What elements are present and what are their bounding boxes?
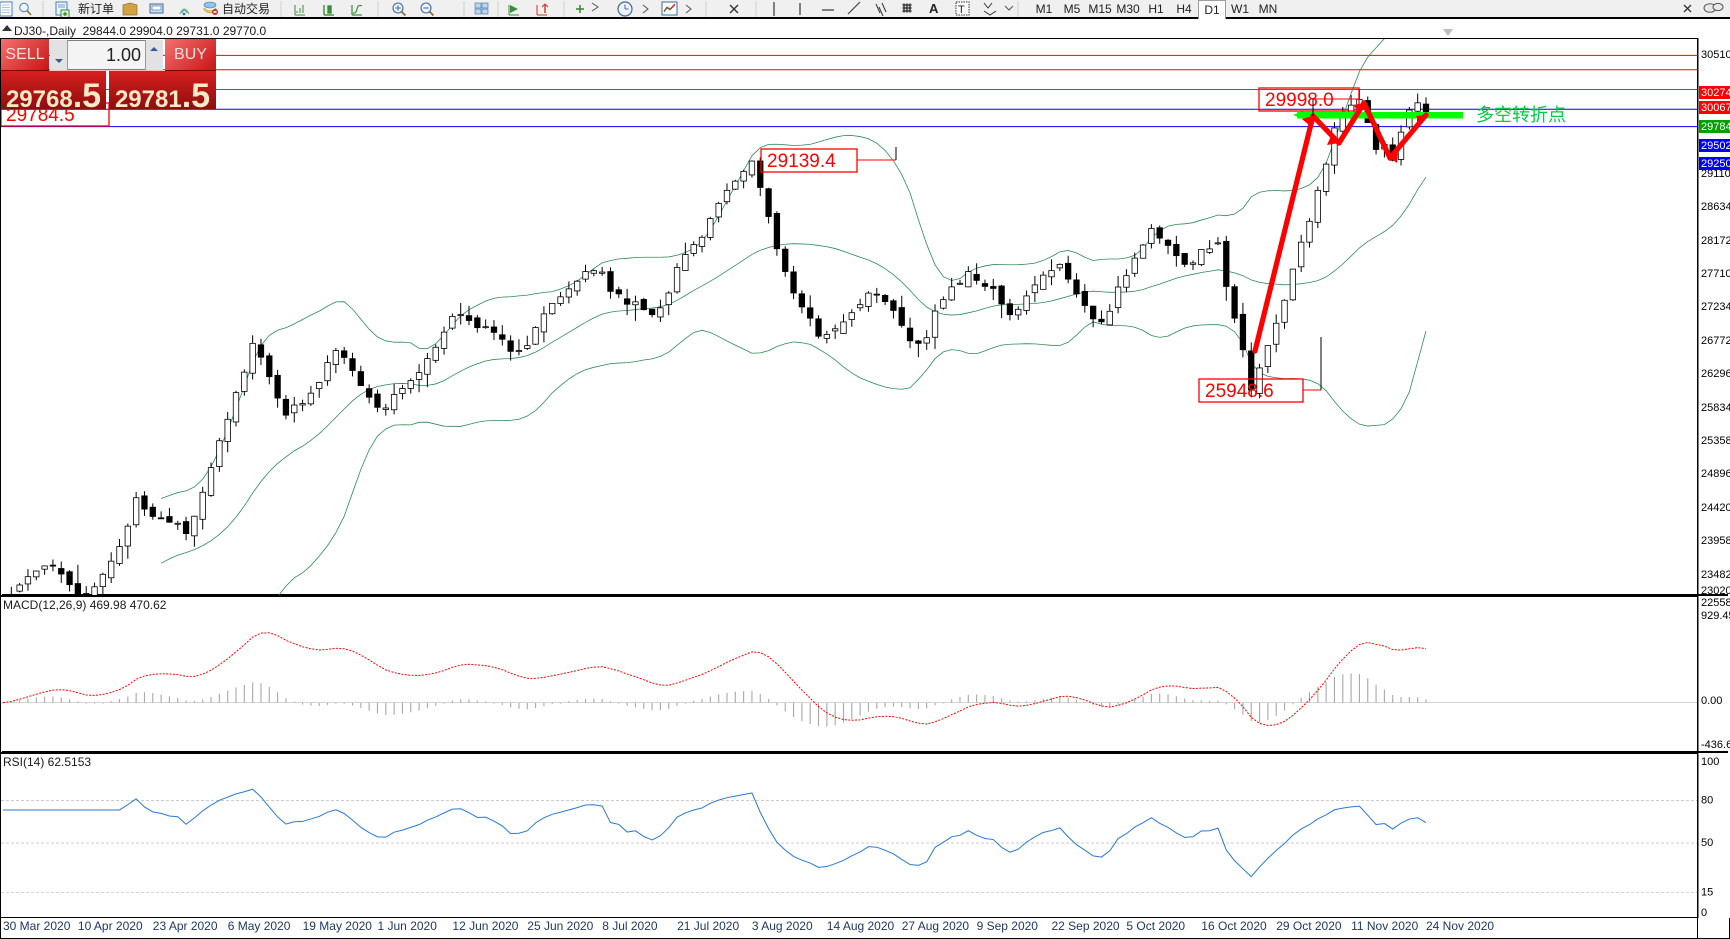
svg-text:15: 15	[1701, 887, 1713, 899]
svg-text:27 Aug 2020: 27 Aug 2020	[902, 919, 970, 933]
svg-text:9 Sep 2020: 9 Sep 2020	[977, 919, 1039, 933]
svg-text:10 Apr 2020: 10 Apr 2020	[78, 919, 143, 933]
svg-text:29139.4: 29139.4	[767, 151, 836, 172]
svg-text:29 Oct 2020: 29 Oct 2020	[1276, 919, 1342, 933]
svg-text:25 Jun 2020: 25 Jun 2020	[527, 919, 593, 933]
svg-text:自动交易: 自动交易	[222, 1, 270, 16]
svg-text:30274.9: 30274.9	[1701, 87, 1730, 99]
svg-text:A: A	[929, 1, 939, 16]
svg-text:6 May 2020: 6 May 2020	[228, 919, 291, 933]
svg-text:26772.0: 26772.0	[1701, 335, 1730, 347]
svg-text:-436.65: -436.65	[1701, 739, 1730, 751]
svg-text:24420.0: 24420.0	[1701, 502, 1730, 514]
svg-text:27234.0: 27234.0	[1701, 301, 1730, 313]
svg-text:23020.0: 23020.0	[1701, 585, 1730, 597]
svg-text:23958.0: 23958.0	[1701, 535, 1730, 547]
svg-text:80: 80	[1701, 794, 1713, 806]
svg-text:30 Mar 2020: 30 Mar 2020	[3, 919, 71, 933]
svg-text:26296.0: 26296.0	[1701, 368, 1730, 380]
svg-text:T: T	[958, 4, 965, 16]
svg-text:3 Aug 2020: 3 Aug 2020	[752, 919, 813, 933]
svg-text:29784.5: 29784.5	[1701, 121, 1730, 133]
svg-text:16 Oct 2020: 16 Oct 2020	[1201, 919, 1267, 933]
svg-text:22558.0: 22558.0	[1701, 597, 1730, 609]
svg-text:25834.0: 25834.0	[1701, 402, 1730, 414]
svg-text:8 Jul 2020: 8 Jul 2020	[602, 919, 658, 933]
svg-text:0.00: 0.00	[1701, 695, 1722, 707]
svg-text:21 Jul 2020: 21 Jul 2020	[677, 919, 739, 933]
svg-text:11 Nov 2020: 11 Nov 2020	[1351, 919, 1418, 933]
svg-text:1 Jun 2020: 1 Jun 2020	[378, 919, 438, 933]
svg-text:929.45: 929.45	[1701, 610, 1730, 622]
svg-text:24896.0: 24896.0	[1701, 468, 1730, 480]
svg-text:29502.6: 29502.6	[1701, 140, 1730, 152]
svg-text:100: 100	[1701, 756, 1719, 768]
svg-text:14 Aug 2020: 14 Aug 2020	[827, 919, 895, 933]
svg-text:23482.0: 23482.0	[1701, 569, 1730, 581]
svg-text:12 Jun 2020: 12 Jun 2020	[452, 919, 518, 933]
svg-text:5 Oct 2020: 5 Oct 2020	[1126, 919, 1185, 933]
svg-text:50: 50	[1701, 837, 1713, 849]
svg-text:27710.0: 27710.0	[1701, 268, 1730, 280]
svg-text:23 Apr 2020: 23 Apr 2020	[153, 919, 218, 933]
svg-text:22 Sep 2020: 22 Sep 2020	[1052, 919, 1120, 933]
svg-text:30510.0: 30510.0	[1701, 49, 1730, 61]
svg-text:多空转折点: 多空转折点	[1476, 105, 1566, 125]
svg-text:25948.6: 25948.6	[1205, 381, 1274, 402]
svg-text:19 May 2020: 19 May 2020	[303, 919, 373, 933]
svg-text:28634.0: 28634.0	[1701, 201, 1730, 213]
svg-text:25358.0: 25358.0	[1701, 435, 1730, 447]
svg-text:28172.0: 28172.0	[1701, 235, 1730, 247]
svg-text:29998.0: 29998.0	[1265, 90, 1334, 111]
svg-text:29110.0: 29110.0	[1701, 168, 1730, 180]
svg-text:30067.5: 30067.5	[1701, 102, 1730, 114]
svg-text:新订单: 新订单	[78, 1, 114, 16]
svg-text:24 Nov 2020: 24 Nov 2020	[1426, 919, 1494, 933]
